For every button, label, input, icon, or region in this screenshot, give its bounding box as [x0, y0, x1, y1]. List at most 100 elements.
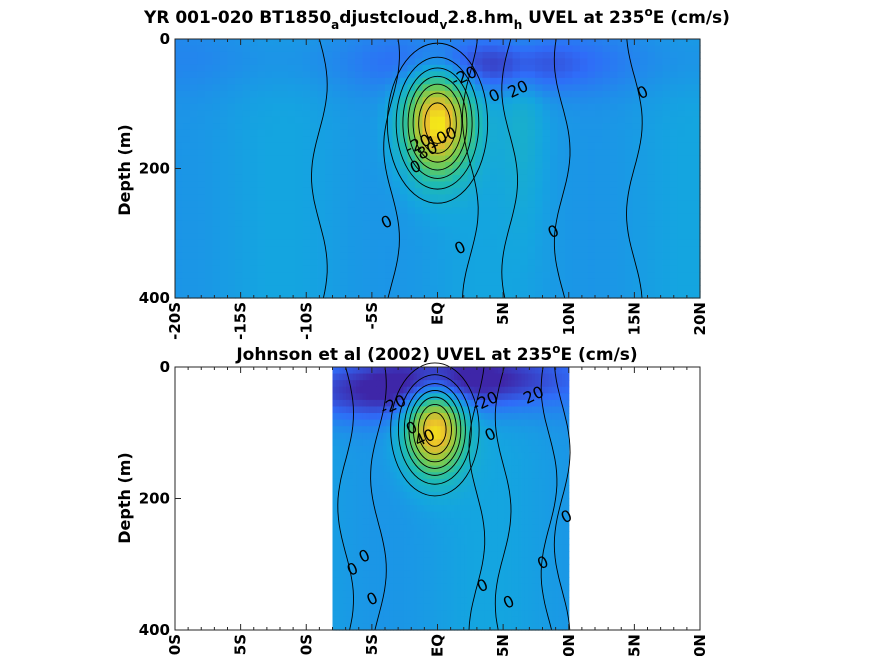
field-cell — [497, 590, 502, 598]
field-cell — [280, 200, 289, 208]
field-cell — [356, 505, 361, 513]
field-cell — [317, 116, 326, 124]
field-cell — [272, 246, 281, 254]
field-cell — [497, 194, 506, 202]
field-cell — [572, 142, 581, 150]
field-cell — [212, 168, 221, 176]
field-cell — [407, 278, 416, 286]
field-cell — [504, 373, 509, 381]
field-cell — [413, 478, 418, 486]
field-cell — [407, 239, 416, 247]
field-cell — [389, 373, 394, 381]
field-cell — [302, 252, 311, 260]
field-cell — [602, 149, 611, 157]
field-cell — [632, 110, 641, 118]
field-cell — [512, 64, 521, 72]
field-cell — [385, 136, 394, 144]
field-cell — [482, 174, 491, 183]
field-cell — [454, 577, 458, 585]
field-cell — [505, 162, 514, 170]
field-cell — [242, 278, 251, 286]
field-cell — [487, 597, 492, 605]
field-cell — [477, 419, 482, 427]
field-cell — [617, 71, 626, 79]
field-cell — [587, 149, 596, 157]
field-cell — [386, 367, 391, 375]
field-cell — [640, 58, 649, 66]
field-cell — [205, 45, 214, 53]
field-cell — [477, 505, 482, 513]
field-cell — [422, 45, 431, 53]
field-cell — [670, 213, 679, 221]
field-cell — [460, 537, 465, 546]
field-cell — [430, 97, 439, 105]
field-cell — [355, 213, 364, 221]
field-cell — [342, 583, 347, 592]
field-cell — [677, 136, 686, 144]
field-cell — [520, 136, 529, 144]
field-cell — [481, 367, 485, 375]
field-cell — [662, 64, 671, 72]
field-cell — [423, 616, 428, 625]
field-cell — [520, 90, 529, 98]
field-cell — [376, 406, 381, 414]
field-cell — [420, 459, 425, 467]
field-cell — [535, 194, 544, 202]
field-cell — [403, 478, 408, 486]
field-cell — [190, 168, 199, 176]
field-cell — [632, 45, 641, 53]
field-cell — [416, 610, 421, 618]
field-cell — [512, 233, 521, 241]
field-cell — [580, 285, 589, 293]
field-cell — [272, 64, 281, 72]
field-cell — [685, 84, 694, 92]
field-cell — [490, 162, 499, 170]
field-cell — [349, 511, 354, 519]
field-cell — [205, 233, 214, 241]
field-cell — [625, 116, 634, 124]
field-cell — [460, 439, 465, 447]
field-cell — [355, 162, 364, 170]
field-cell — [272, 90, 281, 98]
field-cell — [572, 168, 581, 176]
field-cell — [655, 84, 664, 92]
field-cell — [413, 432, 418, 440]
field-cell — [494, 511, 499, 519]
field-cell — [692, 142, 701, 150]
field-cell — [497, 181, 506, 189]
field-cell — [400, 393, 404, 401]
field-cell — [587, 123, 596, 131]
field-cell — [512, 129, 521, 137]
field-cell — [557, 103, 566, 111]
field-cell — [457, 531, 462, 539]
field-cell — [497, 485, 502, 493]
field-cell — [220, 71, 229, 79]
field-cell — [437, 181, 446, 189]
field-cell — [420, 498, 425, 506]
field-cell — [369, 465, 374, 473]
field-cell — [389, 465, 394, 473]
field-cell — [587, 187, 596, 195]
field-cell — [416, 478, 421, 486]
field-cell — [250, 194, 259, 202]
field-cell — [377, 200, 386, 208]
field-cell — [497, 524, 502, 532]
field-cell — [505, 116, 514, 124]
field-cell — [474, 419, 479, 427]
field-cell — [362, 583, 367, 592]
field-cell — [692, 168, 701, 176]
field-cell — [339, 432, 344, 440]
field-cell — [474, 551, 479, 559]
field-cell — [242, 58, 251, 66]
field-cell — [632, 90, 641, 98]
field-cell — [317, 155, 326, 163]
field-cell — [454, 557, 458, 565]
field-cell — [359, 557, 364, 565]
field-cell — [413, 445, 418, 454]
field-cell — [257, 194, 266, 202]
field-cell — [443, 557, 448, 565]
field-cell — [491, 597, 496, 605]
field-cell — [362, 207, 371, 215]
field-cell — [572, 291, 581, 299]
field-cell — [443, 603, 448, 611]
